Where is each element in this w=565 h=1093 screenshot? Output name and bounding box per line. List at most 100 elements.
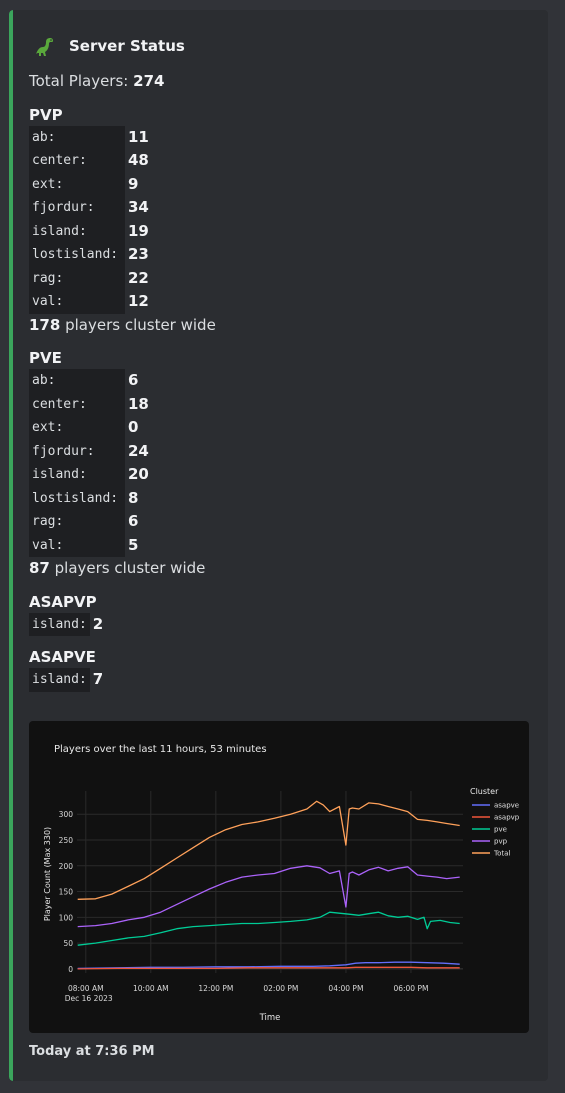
list-item: fjordur: 24: [29, 439, 534, 463]
chart-y-axis-label: Player Count (Max 330): [43, 827, 52, 921]
server-count: 9: [128, 174, 139, 193]
message-top-strip: [0, 0, 565, 10]
pve-cluster-text: players cluster wide: [54, 559, 206, 577]
series-line-asapvp: [77, 966, 460, 970]
list-item: lostisland: 23: [29, 243, 534, 267]
series-line-pve: [77, 911, 460, 946]
list-item: island: 2: [29, 612, 534, 636]
y-tick-label: 0: [68, 965, 73, 974]
total-players-value: 274: [133, 72, 165, 90]
y-tick-label: 200: [59, 862, 74, 871]
section-title-asapve: ASAPVE: [29, 648, 96, 666]
server-count: 2: [92, 614, 104, 633]
pve-cluster-summary: 87 players cluster wide: [29, 557, 534, 581]
list-item: ab: 6: [29, 369, 534, 393]
embed-footer-timestamp: Today at 7:36 PM: [29, 1044, 155, 1059]
server-key: island:: [29, 668, 90, 692]
x-tick-label: 06:00 PM: [393, 984, 428, 993]
server-count: 48: [128, 151, 149, 169]
x-tick-label: 10:00 AM: [133, 984, 169, 993]
server-count: 5: [128, 535, 139, 554]
list-item: center: 48: [29, 149, 534, 173]
y-tick-label: 50: [63, 939, 73, 948]
server-count: 22: [128, 268, 149, 287]
server-key: center:: [29, 149, 125, 173]
list-item: center: 18: [29, 392, 534, 416]
x-tick-label: 04:00 PM: [328, 984, 363, 993]
chart-ticks: 0 50 100 150 200 250 300 08:00 AM 10:00 AM 12:00 …: [59, 810, 429, 1003]
legend-item-asapve: asapve: [494, 802, 519, 810]
pve-server-list: ab: 6 center: 18 ext: 0 fjordur: 24 island: 2…: [29, 369, 534, 557]
y-tick-label: 300: [59, 810, 74, 819]
x-tick-label: 08:00 AM: [68, 984, 104, 993]
server-status-embed: Server Status Total Players: 274 PVP ab:…: [9, 10, 548, 1081]
list-item: island: 19: [29, 219, 534, 243]
server-key: center:: [29, 392, 125, 416]
server-key: lostisland:: [29, 243, 125, 267]
section-title-pvp: PVP: [29, 105, 63, 124]
dinosaur-icon: [36, 38, 53, 56]
list-item: val: 5: [29, 533, 534, 557]
player-count-chart[interactable]: Players over the last 11 hours, 53 minut…: [29, 721, 529, 1033]
chart-x-axis-label: Time: [259, 1013, 281, 1023]
embed-description: Total Players: 274 PVP ab: 11 center: 48 e…: [29, 70, 534, 692]
list-item: val: 12: [29, 290, 534, 314]
server-key: fjordur:: [29, 439, 125, 463]
server-count: 7: [92, 670, 104, 688]
server-count: 18: [128, 394, 149, 413]
server-count: 19: [128, 221, 149, 240]
pvp-cluster-total: 178: [29, 315, 61, 334]
total-players-label: Total Players:: [29, 72, 129, 90]
server-count: 6: [128, 512, 139, 530]
server-key: ext:: [29, 416, 125, 440]
list-item: ext: 9: [29, 172, 534, 196]
server-count: 0: [128, 418, 139, 436]
pve-cluster-total: 87: [29, 559, 50, 577]
legend-title: Cluster: [470, 787, 499, 796]
server-key: lostisland:: [29, 486, 125, 510]
server-key: island:: [29, 612, 90, 636]
server-count: 11: [128, 127, 149, 146]
y-tick-label: 150: [59, 888, 74, 897]
list-item: ext: 0: [29, 416, 534, 440]
legend-item-pvp: pvp: [494, 838, 508, 846]
section-title-pve: PVE: [29, 349, 62, 367]
server-count: 20: [128, 465, 149, 483]
server-key: island:: [29, 463, 125, 487]
y-tick-label: 100: [59, 913, 74, 922]
server-count: 34: [128, 198, 149, 216]
chart-svg: Players over the last 11 hours, 53 minut…: [43, 744, 520, 1023]
list-item: island: 7: [29, 668, 534, 692]
chart-lines: [77, 800, 460, 970]
server-key: island:: [29, 219, 125, 243]
server-key: val:: [29, 533, 125, 557]
x-tick-label: 02:00 PM: [263, 984, 298, 993]
chart-title: Players over the last 11 hours, 53 minut…: [54, 744, 267, 755]
server-count: 12: [128, 292, 149, 310]
embed-accent-bar: [9, 10, 13, 1081]
server-key: ext:: [29, 172, 125, 196]
legend-item-asapvp: asapvp: [494, 814, 520, 822]
server-key: rag:: [29, 510, 125, 534]
server-count: 24: [128, 441, 149, 460]
chart-legend: asapve asapvp pve pvp Total: [472, 802, 520, 858]
section-title-asapvp: ASAPVP: [29, 592, 97, 611]
embed-author: Server Status: [33, 34, 185, 58]
legend-item-total: Total: [493, 850, 510, 858]
embed-author-name: Server Status: [69, 37, 185, 55]
chart-grid: [77, 791, 463, 973]
total-players-line: Total Players: 274: [29, 70, 534, 94]
list-item: ab: 11: [29, 125, 534, 149]
pvp-cluster-summary: 178 players cluster wide: [29, 314, 534, 338]
legend-item-pve: pve: [494, 826, 507, 834]
server-count: 23: [128, 245, 149, 263]
series-line-total: [77, 800, 460, 900]
x-date-label: Dec 16 2023: [65, 994, 113, 1003]
list-item: rag: 6: [29, 510, 534, 534]
server-key: fjordur:: [29, 196, 125, 220]
server-count: 6: [128, 371, 139, 389]
server-key: ab:: [29, 125, 125, 149]
server-count: 8: [128, 488, 139, 507]
list-item: lostisland: 8: [29, 486, 534, 510]
y-tick-label: 250: [59, 836, 74, 845]
